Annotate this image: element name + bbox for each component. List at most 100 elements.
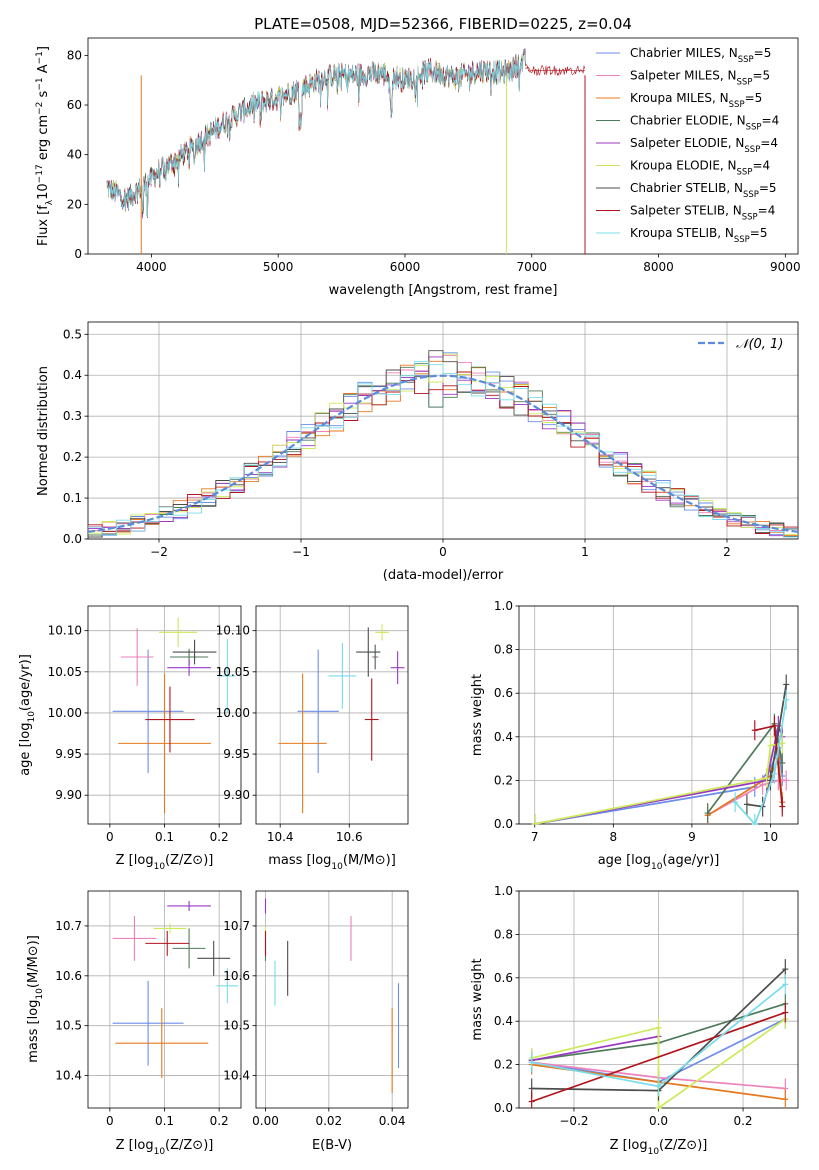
x-tick-label: 6000	[390, 260, 421, 274]
y-axis-label: age [log10(age/yr)]	[18, 654, 37, 776]
y-tick-label: 0.4	[494, 730, 513, 744]
y-axis-label: mass [log10(M/M⊙)]	[26, 935, 45, 1063]
y-tick-label: 0.2	[63, 450, 82, 464]
y-tick-label: 0.1	[63, 491, 82, 505]
legend-label-kroupa-stelib: Kroupa STELIB, NSSP=5	[630, 226, 768, 245]
y-tick-label: 9.90	[223, 788, 250, 802]
x-tick-label: 4000	[136, 260, 167, 274]
x-tick-label: 5000	[263, 260, 294, 274]
x-tick-label: 0.1	[155, 830, 174, 844]
y-tick-label: 1.0	[494, 599, 513, 613]
axes-age-vs-z: 0 0.1 0.2 9.90 9.95 10.00 10.05 10.10 Z [log10(Z…	[18, 605, 242, 872]
y-tick-label: 10.05	[48, 665, 82, 679]
legend-label-chabrier-stelib: Chabrier STELIB, NSSP=5	[630, 181, 777, 200]
y-tick-label: 0.3	[63, 409, 82, 423]
weight-line-salpeter-elodie	[531, 1035, 659, 1062]
x-tick-label: 8	[609, 830, 617, 844]
histogram-chabrier-stelib	[88, 350, 798, 538]
x-tick-label: 0.04	[379, 1114, 406, 1128]
x-axis-label: E(B-V)	[312, 1138, 352, 1153]
y-axis-label: mass weight	[470, 674, 485, 756]
y-tick-label: 10.00	[216, 706, 250, 720]
x-tick-label: 10.6	[336, 830, 363, 844]
axes-residuals: −2 −1 0 1 2 0.0 0.1 0.2 0.3 0.4 0.5 𝒩(0, 1) (data-mo…	[36, 321, 799, 583]
spectrum-tail-salpeter-stelib	[525, 64, 585, 77]
axes-weight-vs-age: 7 8 9 10 0.0 0.2 0.4 0.6 0.8 1.0 age [log10(age/yr…	[470, 599, 799, 872]
legend-label-kroupa-miles: Kroupa MILES, NSSP=5	[630, 91, 762, 110]
x-tick-label: 0.1	[155, 1114, 174, 1128]
y-tick-label: 0.2	[494, 1058, 513, 1072]
y-tick-label: 10.00	[48, 706, 82, 720]
y-tick-label: 0.0	[494, 817, 513, 831]
y-tick-label: 0.4	[494, 1014, 513, 1028]
histogram-salpeter-stelib	[88, 371, 798, 534]
axes-spectrum: 4000 5000 6000 7000 8000 9000 0 20 40 60 80 wavelen…	[35, 37, 801, 298]
spectrum-line-kroupa-stelib	[106, 48, 526, 218]
x-axis-label: wavelength [Angstrom, rest frame]	[329, 283, 558, 298]
x-tick-label: 7000	[516, 260, 547, 274]
y-tick-label: 9.95	[55, 747, 82, 761]
y-tick-label: 10.10	[48, 624, 82, 638]
histogram-kroupa-stelib	[88, 361, 798, 538]
plot-frame	[255, 605, 409, 825]
weight-line-kroupa-stelib	[734, 699, 788, 826]
axes-mass-vs-ebv: 0.00 0.02 0.04 10.4 10.5 10.6 10.7 E(B-V)	[223, 890, 409, 1153]
y-tick-label: 0.8	[494, 643, 513, 657]
weight-line-kroupa-elodie	[531, 1018, 786, 1110]
y-tick-label: 80	[67, 48, 82, 62]
axes-age-vs-mass: 10.4 10.6 9.90 9.95 10.00 10.05 10.10 mass [log…	[216, 605, 409, 872]
x-tick-label: −1	[292, 545, 310, 559]
x-axis-label: Z [log10(Z/Z⊙)]	[610, 1138, 708, 1157]
x-tick-label: 0.0	[649, 1114, 668, 1128]
y-tick-label: 0	[74, 247, 82, 261]
y-tick-label: 0.0	[494, 1101, 513, 1115]
x-tick-label: −0.2	[559, 1114, 588, 1128]
y-tick-label: 20	[67, 197, 82, 211]
y-tick-label: 1.0	[494, 884, 513, 898]
x-axis-label: Z [log10(Z/Z⊙)]	[116, 1138, 214, 1157]
y-axis-label: mass weight	[470, 958, 485, 1040]
x-tick-label: 7	[531, 830, 539, 844]
y-tick-label: 60	[67, 98, 82, 112]
x-tick-label: 10	[763, 830, 778, 844]
legend-label-salpeter-stelib: Salpeter STELIB, NSSP=4	[630, 204, 775, 223]
y-tick-label: 10.5	[223, 1019, 250, 1033]
x-axis-label: mass [log10(M/M⊙)]	[268, 853, 396, 872]
weight-line-salpeter-stelib	[531, 1011, 786, 1103]
y-tick-label: 9.95	[223, 747, 250, 761]
legend-label-chabrier-miles: Chabrier MILES, NSSP=5	[630, 46, 771, 65]
y-axis-label: Flux [fλ10−17 erg cm−2 s−1 A−1]	[35, 46, 55, 246]
x-tick-label: 0.2	[210, 1114, 229, 1128]
normal-curve	[87, 374, 799, 533]
x-tick-label: 9000	[770, 260, 801, 274]
x-tick-label: 10.4	[267, 830, 294, 844]
y-tick-label: 9.90	[55, 788, 82, 802]
y-tick-label: 10.4	[55, 1069, 82, 1083]
plot-frame	[255, 890, 409, 1109]
x-tick-label: 1	[581, 545, 589, 559]
normal-legend-label: 𝒩(0, 1)	[736, 337, 783, 352]
x-tick-label: 0.02	[315, 1114, 342, 1128]
histogram-chabrier-elodie	[88, 363, 798, 536]
y-tick-label: 0.8	[494, 927, 513, 941]
x-tick-label: 0	[106, 830, 114, 844]
x-axis-label: age [log10(age/yr)]	[598, 853, 720, 872]
legend-label-salpeter-miles: Salpeter MILES, NSSP=5	[630, 69, 770, 88]
legend-label-salpeter-elodie: Salpeter ELODIE, NSSP=4	[630, 136, 778, 155]
y-tick-label: 10.6	[223, 969, 250, 983]
y-tick-label: 40	[67, 148, 82, 162]
y-tick-label: 0.0	[63, 532, 82, 546]
y-tick-label: 0.4	[63, 368, 82, 382]
plot-frame	[518, 605, 799, 825]
y-tick-label: 10.10	[216, 624, 250, 638]
figure-title: PLATE=0508, MJD=52366, FIBERID=0225, z=0…	[254, 15, 632, 33]
y-tick-label: 0.6	[494, 686, 513, 700]
y-tick-label: 10.7	[223, 919, 250, 933]
y-tick-label: 10.5	[55, 1019, 82, 1033]
x-tick-label: 0.00	[252, 1114, 279, 1128]
x-tick-label: 0.2	[210, 830, 229, 844]
legend-label-kroupa-elodie: Kroupa ELODIE, NSSP=4	[630, 159, 770, 178]
x-axis-label: Z [log10(Z/Z⊙)]	[116, 853, 214, 872]
y-tick-label: 10.4	[223, 1069, 250, 1083]
